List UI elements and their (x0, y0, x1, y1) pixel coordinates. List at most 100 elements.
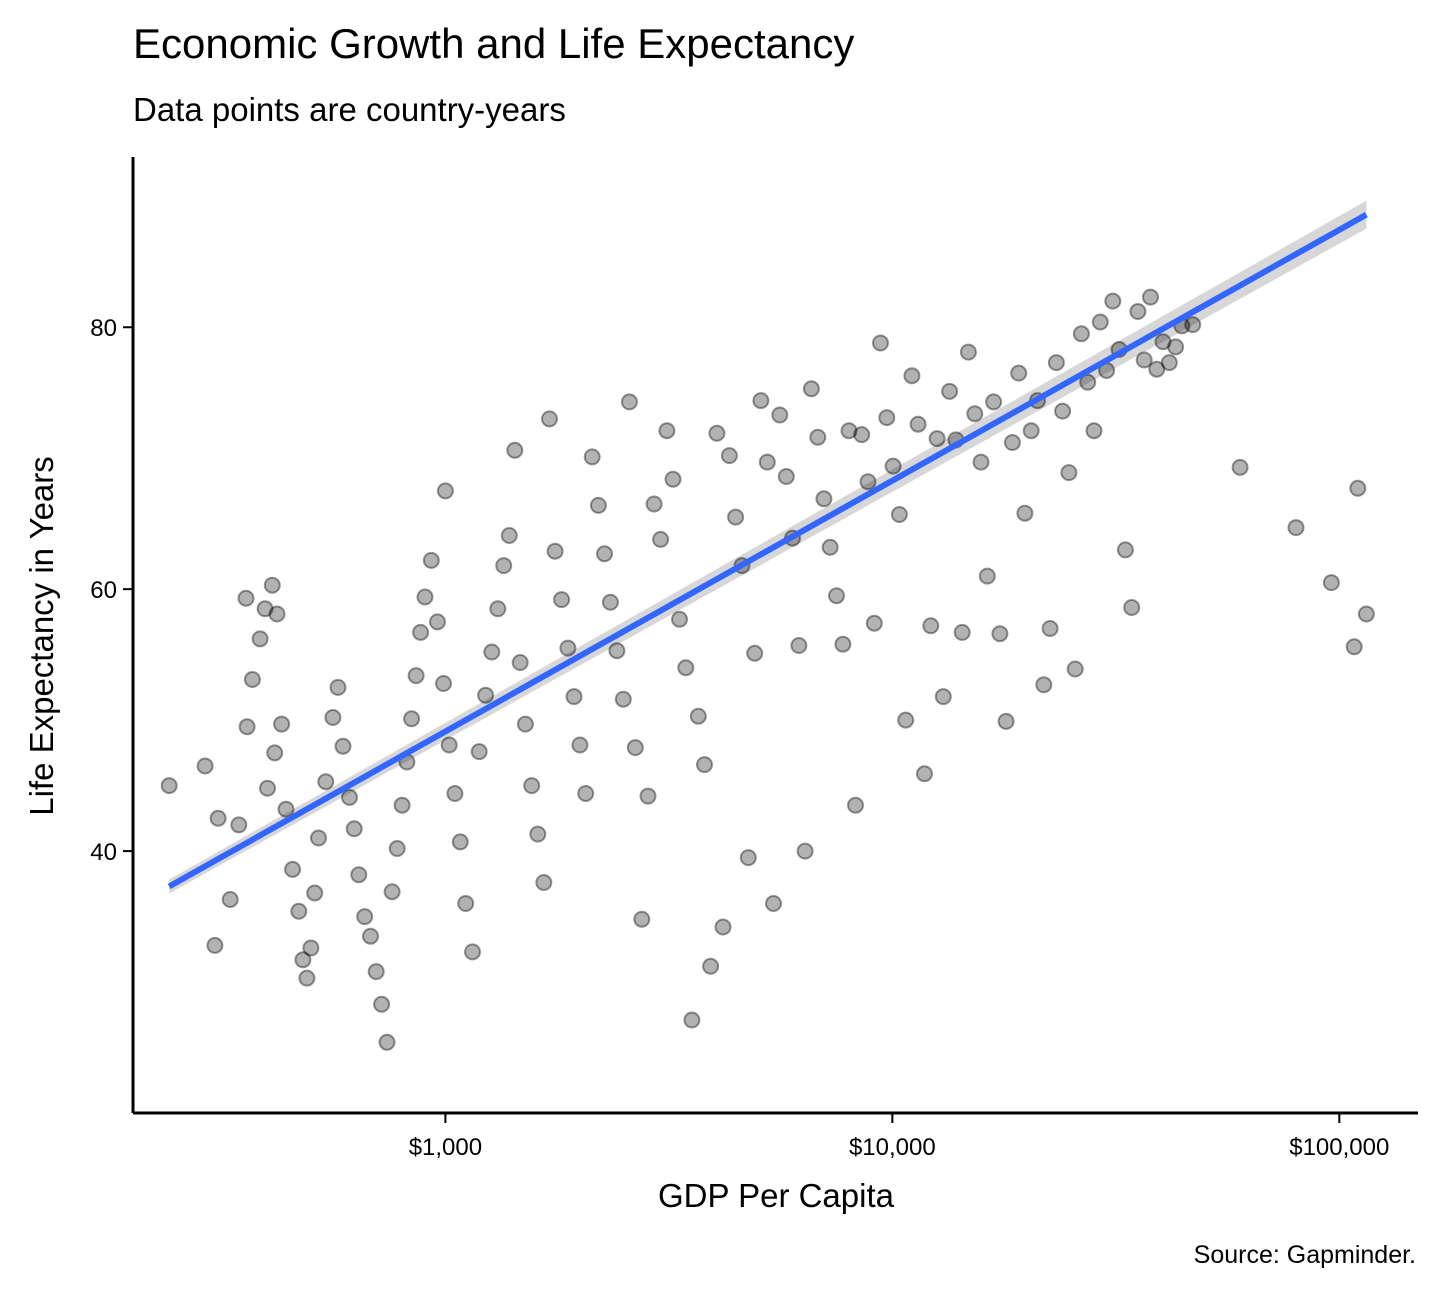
data-point (752, 392, 770, 410)
data-point (577, 785, 595, 802)
data-point (903, 367, 921, 385)
trend-line (167, 212, 1368, 890)
data-point (559, 639, 577, 657)
data-point (266, 744, 284, 762)
data-point (1054, 402, 1072, 420)
data-point (546, 542, 564, 560)
data-point (516, 715, 534, 733)
data-point (828, 587, 845, 605)
data-point (1022, 422, 1040, 440)
data-point (671, 610, 688, 628)
data-point (1231, 458, 1249, 476)
data-point (1142, 288, 1159, 306)
data-point (702, 957, 720, 975)
data-point (997, 712, 1015, 730)
data-point (317, 773, 335, 791)
data-point (714, 918, 732, 936)
data-point (1148, 360, 1166, 378)
data-point (809, 428, 827, 446)
data-point (859, 473, 877, 491)
data-point (972, 453, 990, 471)
data-point (553, 591, 571, 609)
data-point (457, 895, 475, 912)
data-point (1160, 354, 1178, 372)
data-point (720, 447, 738, 465)
data-point (284, 860, 302, 878)
data-point (1184, 316, 1202, 334)
data-point (664, 470, 682, 488)
data-point (596, 545, 613, 563)
data-point (884, 457, 902, 475)
data-point (765, 895, 782, 912)
data-point (802, 380, 820, 398)
data-point (727, 508, 745, 526)
data-point (422, 551, 440, 569)
chart-title: Economic Growth and Life Expectancy (133, 20, 855, 67)
data-point (1357, 605, 1375, 623)
data-point (1345, 638, 1363, 656)
data-point (1129, 303, 1147, 320)
data-point (523, 777, 541, 795)
data-point (601, 593, 619, 611)
x-tick-label: $1,000 (409, 1134, 482, 1161)
data-point (847, 796, 864, 814)
y-tick-label: 80 (90, 315, 117, 342)
data-point (206, 936, 224, 954)
data-point (1349, 479, 1367, 497)
data-point (446, 785, 464, 802)
data-point (483, 643, 501, 661)
data-point (658, 422, 676, 440)
data-point (489, 600, 507, 618)
data-point (739, 849, 757, 867)
data-point (294, 951, 312, 969)
data-point (383, 883, 401, 901)
data-point (341, 788, 358, 806)
data-point (1035, 676, 1053, 694)
data-point (1123, 599, 1141, 616)
data-point (565, 688, 583, 706)
data-point (1047, 354, 1065, 372)
data-point (878, 409, 896, 427)
data-point (928, 430, 946, 448)
x-tick-label: $100,000 (1289, 1134, 1389, 1161)
data-point (209, 809, 227, 827)
data-point (608, 642, 626, 660)
data-point (589, 496, 607, 514)
data-point (256, 600, 274, 618)
data-point (815, 490, 833, 508)
data-point (506, 441, 524, 459)
data-point (677, 659, 695, 677)
data-point (1091, 313, 1109, 331)
data-point (298, 969, 316, 987)
data-point (329, 678, 347, 696)
data-point (464, 943, 481, 961)
data-point (500, 527, 518, 544)
data-point (1116, 541, 1134, 559)
data-point (796, 842, 814, 860)
data-point (350, 866, 368, 884)
data-point (345, 820, 363, 838)
data-point (238, 718, 256, 736)
data-point (243, 671, 261, 688)
data-point (268, 605, 286, 623)
data-point (435, 675, 452, 692)
data-point (633, 910, 651, 928)
data-point (1154, 333, 1172, 351)
data-point (922, 617, 940, 635)
data-point (916, 765, 933, 783)
data-point (953, 623, 971, 641)
data-point (934, 688, 952, 706)
data-point (985, 393, 1003, 411)
data-point (302, 939, 320, 957)
y-tick-label: 60 (90, 577, 117, 604)
x-tick-label: $10,000 (849, 1134, 936, 1161)
data-point (652, 530, 670, 548)
data-points (160, 288, 1375, 1051)
data-point (263, 576, 281, 594)
data-point (991, 625, 1009, 643)
data-point (334, 737, 352, 755)
data-point (541, 410, 558, 428)
data-point (853, 426, 871, 444)
data-point (388, 840, 406, 857)
